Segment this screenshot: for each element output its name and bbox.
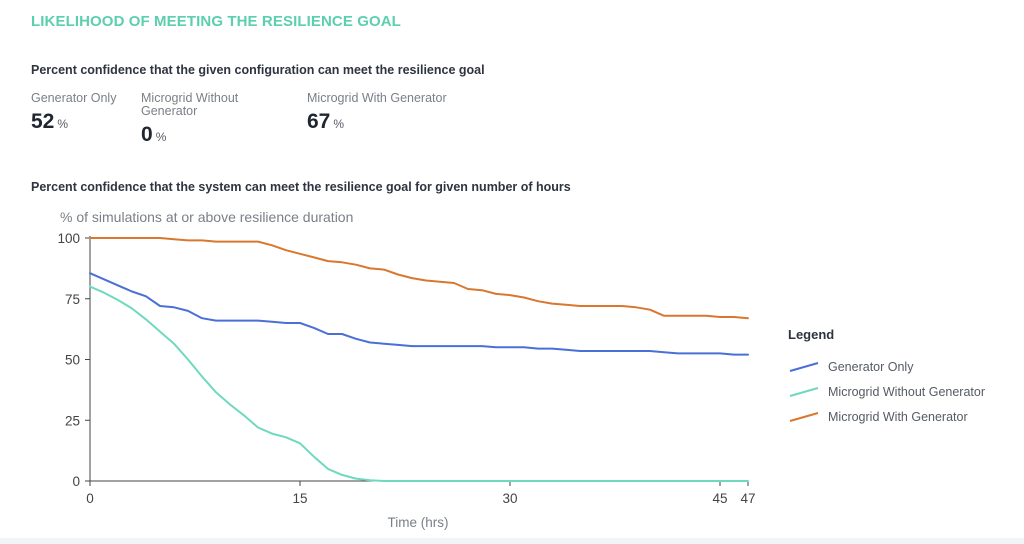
legend-swatch: [789, 386, 819, 397]
legend-item: Microgrid Without Generator: [788, 379, 985, 404]
stat-unit: %: [155, 130, 167, 144]
x-tick-label: 0: [86, 491, 94, 506]
legend-item: Generator Only: [788, 354, 985, 379]
x-tick-label: 15: [292, 491, 307, 506]
x-tick-label: 47: [740, 491, 755, 506]
stat-value: 52%: [31, 110, 136, 134]
stat-generator-only: Generator Only 52%: [31, 92, 136, 134]
stat-label: Microgrid With Generator: [307, 91, 447, 105]
stat-label: Microgrid Without Generator: [141, 91, 239, 118]
y-axis-title: % of simulations at or above resilience …: [60, 209, 353, 225]
stat-label: Generator Only: [31, 91, 117, 105]
series-line-microgrid-without-generator: [89, 285, 749, 482]
stat-unit: %: [57, 117, 69, 131]
legend-item: Microgrid With Generator: [788, 404, 985, 429]
legend-label: Generator Only: [828, 359, 914, 374]
page-bottom-divider: [0, 538, 1024, 544]
series-line-microgrid-with-generator: [89, 237, 749, 320]
legend-swatch-line: [789, 361, 819, 372]
stat-microgrid-with-generator: Microgrid With Generator 67%: [307, 92, 487, 134]
y-tick-label: 50: [65, 353, 80, 368]
x-tick-label: 45: [712, 491, 727, 506]
legend-swatch-line: [789, 386, 819, 397]
y-tick-label: 75: [65, 292, 80, 307]
stat-number: 67: [307, 110, 331, 133]
section-title: LIKELIHOOD OF MEETING THE RESILIENCE GOA…: [31, 13, 401, 30]
legend-swatch: [789, 361, 819, 372]
x-tick-label: 30: [502, 491, 517, 506]
hours-confidence-heading: Percent confidence that the system can m…: [31, 180, 571, 194]
legend-label: Microgrid With Generator: [828, 409, 968, 424]
stat-microgrid-without-generator: Microgrid Without Generator 0%: [141, 92, 271, 147]
series-line-generator-only: [89, 272, 749, 356]
resilience-duration-chart: % of simulations at or above resilience …: [57, 209, 755, 530]
y-tick-label: 100: [57, 231, 80, 246]
stat-unit: %: [333, 117, 345, 131]
x-axis-title: Time (hrs): [388, 515, 449, 530]
chart-legend: Legend Generator Only Microgrid Without G…: [788, 327, 985, 429]
stat-value: 67%: [307, 110, 487, 134]
y-tick-label: 25: [65, 413, 80, 428]
stat-number: 52: [31, 110, 55, 133]
stat-number: 0: [141, 123, 153, 146]
y-tick-label: 0: [72, 474, 80, 489]
legend-swatch-line: [789, 411, 819, 422]
legend-label: Microgrid Without Generator: [828, 384, 986, 399]
legend-swatch: [789, 411, 819, 422]
legend-title: Legend: [788, 327, 835, 342]
stat-value: 0%: [141, 123, 271, 147]
config-confidence-heading: Percent confidence that the given config…: [31, 63, 485, 77]
